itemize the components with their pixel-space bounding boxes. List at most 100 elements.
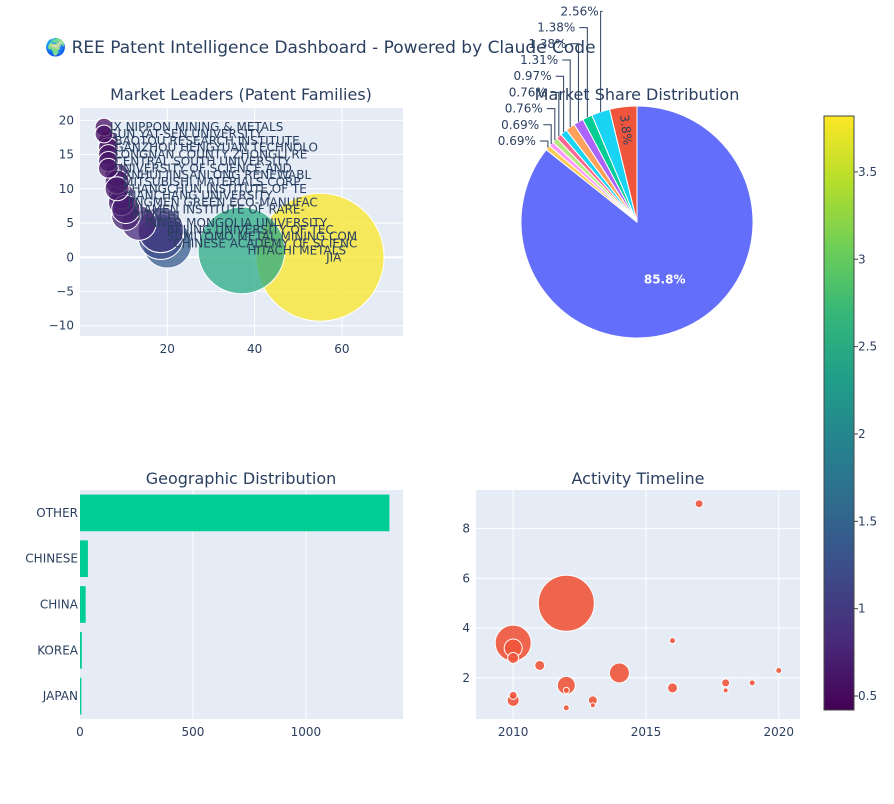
- geographic-title: Geographic Distribution: [146, 469, 337, 488]
- y-tick-label: CHINESE: [25, 552, 78, 566]
- y-tick-label: 20: [59, 113, 74, 127]
- market-leaders-title: Market Leaders (Patent Families): [110, 85, 372, 104]
- bubble-label: BEIJING UNIVERSITY OF TEC: [167, 223, 334, 237]
- timeline-point: [775, 666, 783, 674]
- bar: [80, 677, 82, 715]
- x-tick-label: 20: [160, 342, 175, 356]
- pie-label-outside: 0.76%: [509, 85, 547, 99]
- x-tick-label: 2010: [498, 725, 529, 739]
- y-tick-label: 10: [59, 182, 74, 196]
- bubble-label: HITACHI METALS: [248, 243, 347, 257]
- pie-label-outside: 1.31%: [520, 53, 558, 67]
- bubble-label: INNER MONGOLIA UNIVERSITY: [145, 216, 328, 230]
- bubble-label: XIAMEN INSTITUTE OF RARE-: [132, 202, 305, 216]
- timeline-point: [507, 652, 520, 665]
- bubble-label: CENTRAL SOUTH UNIVERSITY: [114, 154, 291, 168]
- timeline-point: [534, 659, 546, 671]
- bubble: [104, 176, 130, 202]
- colorbar-tick-label: 2: [858, 427, 866, 441]
- market-leaders-panel: Market Leaders (Patent Families) 20 40 60 −…: [49, 85, 403, 356]
- pie-leader-line: [550, 91, 560, 137]
- timeline-point: [669, 637, 677, 645]
- bubble-label: LONGNAN COUNTY ZHONGLI RE: [114, 148, 307, 162]
- bubble: [94, 124, 114, 144]
- x-tick-label: 60: [334, 342, 349, 356]
- bubble-label: CHANGCHUN INSTITUTE OF TE: [123, 182, 307, 196]
- y-tick-label: 15: [59, 148, 74, 162]
- timeline-point: [589, 702, 596, 709]
- bubble-label: MITSUBISHI MATERIALS CORP: [123, 175, 301, 189]
- x-tick-label: 2015: [631, 725, 662, 739]
- x-tick-label: 0: [76, 725, 84, 739]
- y-tick-label: 4: [462, 621, 470, 635]
- pie-leader-line: [600, 10, 603, 112]
- y-tick-label: 5: [66, 216, 74, 230]
- y-tick-label: −5: [56, 284, 74, 298]
- bar: [80, 494, 390, 532]
- pie-label-outside: 1.38%: [528, 37, 566, 51]
- timeline-point: [694, 499, 704, 509]
- market-share-panel: Market Share Distribution 85.8% 3.8% 0.69%…: [498, 4, 754, 339]
- timeline-point: [608, 662, 630, 684]
- pie-leader-line: [555, 75, 565, 133]
- y-tick-label: 0: [66, 250, 74, 264]
- timeline-point: [508, 690, 518, 700]
- y-tick-label: 2: [462, 671, 470, 685]
- bubble-label: CHINESE ACADEMY OF SCIENC: [173, 237, 357, 251]
- bubbles-group: [94, 117, 385, 322]
- colorbar-tick-label: 3: [858, 252, 866, 266]
- bubble-label: SUMITOMO METAL MINING COM: [167, 230, 357, 244]
- x-tick-label: 2020: [763, 725, 794, 739]
- bubble-label: UNIVERSITY OF SCIENCE AND: [114, 161, 292, 175]
- bubble: [197, 206, 286, 295]
- x-tick-label: 1000: [291, 725, 322, 739]
- timeline-point: [722, 687, 729, 694]
- activity-timeline-panel: Activity Timeline 2010 2015 2020 2 4 6 8: [462, 469, 800, 739]
- colorbar-tick-label: 1.5: [858, 514, 877, 528]
- y-tick-label: CHINA: [40, 598, 79, 612]
- timeline-point: [748, 679, 756, 687]
- colorbar-tick-label: 1: [858, 602, 866, 616]
- pie-label-outside: 1.38%: [537, 21, 575, 35]
- colorbar-tick-label: 0.5: [858, 689, 877, 703]
- pie-leader-line: [579, 27, 588, 118]
- pie-label-outside: 0.76%: [505, 102, 543, 116]
- pie-label-outside: 0.69%: [501, 118, 539, 132]
- x-tick-label: 40: [247, 342, 262, 356]
- colorbar-tick-label: 3.5: [858, 165, 877, 179]
- bubble-label: JIA: [325, 250, 342, 264]
- bar: [80, 631, 82, 669]
- bubble-label: BAOTOU RESEARCH INSTITUTE: [114, 134, 299, 148]
- timeline-point: [562, 686, 570, 694]
- timeline-point: [556, 675, 576, 695]
- pie-leader-line: [546, 108, 556, 141]
- timeline-point: [667, 682, 679, 694]
- y-tick-label: 6: [462, 571, 470, 585]
- pie-slice: [608, 105, 638, 223]
- bar: [80, 586, 86, 623]
- timeline-point: [537, 574, 595, 632]
- bubble-label: NANCHANG UNIVERSITY: [127, 189, 273, 203]
- pie-leader-line: [539, 140, 549, 148]
- colorbar: 0.5 1 1.5 2 2.5 3 3.5: [823, 115, 877, 711]
- bar: [80, 540, 88, 578]
- pie-leader-line: [562, 59, 571, 128]
- x-tick-label: 500: [181, 725, 204, 739]
- bubble-label: GANZHOU HENGYUAN TECHNOLO: [114, 141, 318, 155]
- bubble-label: JINGMEN GREEN ECO-MANUFAC: [126, 195, 317, 209]
- y-tick-label: −10: [49, 319, 74, 333]
- pie-label-outside: 0.69%: [498, 134, 536, 148]
- bubble-label: SUN YAT-SEN UNIVERSITY: [110, 127, 263, 141]
- activity-timeline-title: Activity Timeline: [572, 469, 705, 488]
- market-share-title: Market Share Distribution: [535, 85, 740, 104]
- bubble-label: ANHUI JINSANLONG RENEWABL: [123, 168, 311, 182]
- dashboard-title: 🌍 REE Patent Intelligence Dashboard - Po…: [45, 37, 596, 58]
- pie-label-outside: 2.56%: [561, 4, 599, 18]
- bubble-label: JX NIPPON MINING & METALS: [109, 120, 283, 134]
- y-tick-label: OTHER: [36, 506, 78, 520]
- pie-leader-line: [570, 43, 579, 122]
- pie-label-inside: 3.8%: [617, 114, 635, 146]
- y-tick-label: 8: [462, 522, 470, 536]
- colorbar-gradient: [823, 115, 855, 711]
